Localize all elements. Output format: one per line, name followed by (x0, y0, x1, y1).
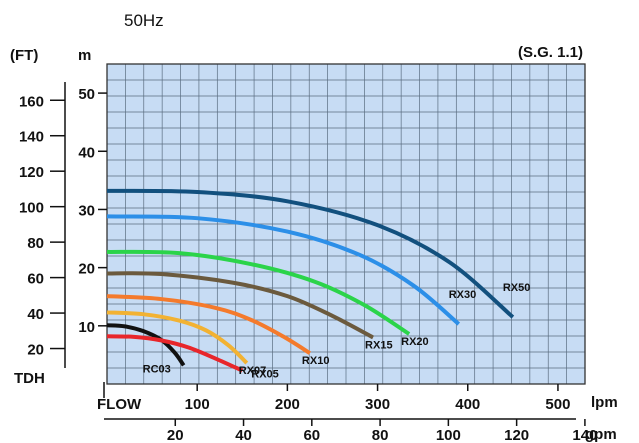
series-label-rx07: RX07 (239, 365, 267, 377)
x-tick-label-gpm: 120 (504, 427, 529, 443)
curve-rx20 (106, 249, 411, 336)
series-label-rx15: RX15 (365, 339, 393, 351)
x-tick-label-gpm: 100 (436, 427, 461, 443)
y-tick-label-feet: 60 (27, 271, 44, 288)
y-unit-meter-label: m (78, 47, 91, 64)
y-tick-label-feet: 20 (27, 342, 44, 359)
x-axis-ticks: 100 200 300 400 500 20 40 60 80 100 120 140 (104, 384, 597, 443)
y-unit-feet-label: (FT) (10, 47, 38, 64)
x-tick-label-gpm: 140 (572, 427, 597, 443)
series-label-rx30: RX30 (449, 289, 477, 301)
x-tick-label-lpm: 500 (545, 396, 570, 413)
y-axis-ticks: 10 20 30 40 50 20 40 60 80 100 120 140 160 (19, 86, 107, 359)
frequency-label: 50Hz (124, 11, 164, 30)
curve-rx50 (106, 188, 515, 319)
y-tick-label-meter: 20 (78, 261, 95, 278)
y-tick-label-meter: 50 (78, 86, 95, 103)
y-tick-label-meter: 30 (78, 202, 95, 219)
x-tick-label-lpm: 400 (455, 396, 480, 413)
x-unit-secondary-label: gpm (585, 426, 617, 443)
curve-rx05 (106, 334, 244, 373)
x-tick-label-lpm: 300 (365, 396, 390, 413)
plot-frame (106, 63, 586, 385)
curve-rx10 (106, 294, 311, 355)
x-axis-title: FLOW (97, 396, 142, 413)
x-tick-label-gpm: 80 (372, 427, 389, 443)
series-label-rx20: RX20 (401, 336, 429, 348)
y-tick-label-feet: 160 (19, 93, 44, 110)
y-axis-title: TDH (14, 370, 45, 387)
y-tick-label-meter: 40 (78, 144, 95, 161)
series-label-rx05: RX05 (251, 369, 279, 381)
x-tick-label-gpm: 20 (167, 427, 184, 443)
series-label-rx50: RX50 (503, 282, 531, 294)
curve-rc03 (106, 323, 186, 367)
curve-rx30 (106, 214, 461, 326)
x-tick-label-lpm: 200 (275, 396, 300, 413)
specific-gravity-label: (S.G. 1.1) (518, 44, 583, 61)
x-unit-primary-label: lpm (591, 394, 618, 411)
y-tick-label-feet: 40 (27, 306, 44, 323)
y-tick-label-feet: 120 (19, 164, 44, 181)
y-tick-label-feet: 140 (19, 129, 44, 146)
pump-curves (106, 188, 515, 373)
y-tick-label-meter: 10 (78, 319, 95, 336)
series-label-rc03: RC03 (143, 363, 171, 375)
x-tick-label-lpm: 100 (185, 396, 210, 413)
series-label-rx10: RX10 (302, 355, 330, 367)
y-tick-label-feet: 100 (19, 200, 44, 217)
y-tick-label-feet: 80 (27, 235, 44, 252)
curve-rx07 (106, 310, 249, 365)
x-tick-label-gpm: 60 (303, 427, 320, 443)
x-tick-label-gpm: 40 (235, 427, 252, 443)
grid-lines (107, 64, 585, 384)
curve-rx15 (106, 271, 374, 340)
